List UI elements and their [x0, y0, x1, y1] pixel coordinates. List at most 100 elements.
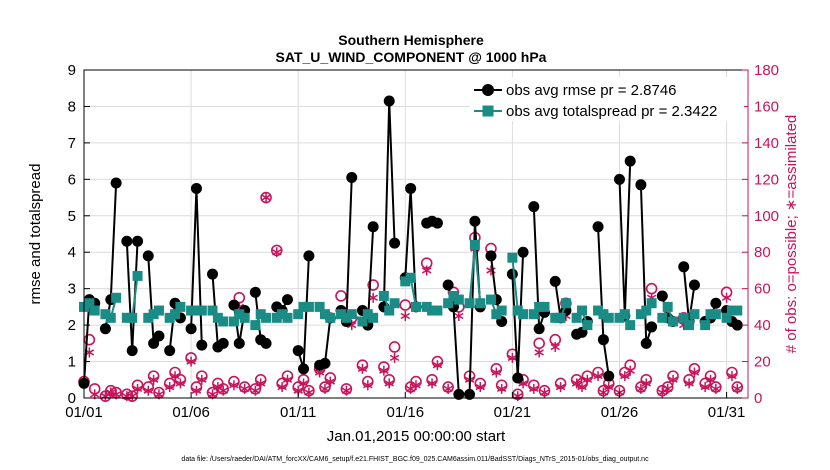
obs-assimilated-point [496, 383, 507, 394]
obs-assimilated-point [191, 385, 202, 396]
spread-point [261, 312, 272, 323]
asterisk-stroke [604, 383, 614, 391]
asterisk-stroke [132, 385, 143, 393]
asterisk-stroke [277, 383, 287, 391]
rmse-point [592, 221, 604, 233]
obs-assimilated-point [400, 311, 411, 321]
rmse-point [110, 177, 122, 189]
obs-assimilated-point [711, 383, 721, 394]
obs-assimilated-point [689, 367, 700, 378]
spread-point [443, 298, 454, 309]
spread-point [378, 290, 389, 301]
rmse-point [207, 268, 219, 280]
asterisk-stroke [539, 389, 550, 396]
obs-possible-point [367, 279, 379, 291]
rmse-point [603, 370, 615, 382]
asterisk-stroke [250, 387, 261, 394]
spread-point [255, 309, 266, 320]
asterisk-stroke [705, 376, 716, 383]
obs-assimilated-point [106, 387, 116, 398]
legend-marker-rmse [482, 84, 494, 96]
x-axis-label: Jan.01,2015 00:00:00 start [327, 428, 506, 445]
rmse-point [126, 345, 138, 357]
asterisk-stroke [229, 382, 239, 389]
obs-possible-point [335, 290, 347, 302]
asterisk-stroke [620, 372, 630, 380]
spread-point [668, 316, 679, 327]
x-tick-label: 01/21 [494, 404, 532, 421]
rmse-point [164, 345, 176, 357]
spread-point [271, 312, 282, 323]
obs-assimilated-point [261, 192, 271, 203]
obs-assimilated-point [550, 341, 560, 352]
rmse-point [190, 182, 202, 194]
spread-point [191, 305, 202, 316]
spread-point [105, 312, 116, 323]
obs-assimilated-point [384, 378, 394, 389]
obs-assimilated-point [170, 371, 180, 382]
obs-assimilated-point [582, 374, 593, 385]
spread-point [593, 305, 604, 316]
rmse-point [688, 279, 700, 291]
obs-assimilated-point [186, 356, 196, 367]
spread-point [143, 312, 154, 323]
rmse-point [635, 179, 647, 191]
obs-assimilated-point [143, 385, 153, 396]
asterisk-stroke [684, 380, 694, 387]
y-tick-label: 1 [68, 354, 76, 371]
rmse-point [281, 294, 293, 306]
spread-point [700, 320, 711, 331]
asterisk-stroke [197, 376, 207, 383]
x-tick-label: 01/16 [387, 404, 425, 421]
spread-point [528, 309, 539, 320]
asterisk-stroke [293, 387, 303, 394]
rmse-point [485, 250, 497, 262]
obs-assimilated-point [357, 363, 368, 374]
asterisk-stroke [106, 389, 116, 396]
rmse-point [303, 250, 315, 262]
y-tick-label: 3 [68, 281, 76, 298]
asterisk-stroke [213, 383, 223, 391]
legend-marker-spread [482, 105, 494, 117]
rmse-point [597, 334, 609, 346]
obs-assimilated-point [277, 382, 287, 393]
spread-point [325, 312, 336, 323]
asterisk-stroke [325, 378, 336, 385]
obs-assimilated-point [662, 383, 673, 394]
spread-point [175, 301, 186, 312]
x-tick-label: 01/11 [280, 404, 316, 421]
asterisk-stroke [272, 249, 282, 256]
spread-point [555, 312, 566, 323]
spread-point [89, 305, 100, 316]
spread-point [400, 276, 411, 287]
asterisk-stroke [368, 294, 378, 301]
spread-point [314, 301, 325, 312]
spread-point [550, 312, 561, 323]
rmse-point [153, 330, 165, 342]
rmse-point [506, 268, 518, 280]
spread-point [534, 301, 545, 312]
asterisk-stroke [711, 385, 721, 393]
spread-point [469, 239, 480, 250]
spread-point [491, 309, 502, 320]
x-tick-label: 01/01 [65, 404, 103, 421]
obs-assimilated-point [304, 387, 314, 398]
asterisk-stroke [298, 380, 309, 387]
x-tick-label: 01/26 [601, 404, 639, 421]
spread-point [389, 298, 400, 309]
spread-point [448, 290, 459, 301]
y-right-tick-label: 40 [754, 317, 771, 334]
rmse-point [228, 299, 240, 311]
spread-point [111, 292, 122, 303]
legend-background [470, 77, 744, 121]
legend: obs avg rmse pr = 2.8746 obs avg totalsp… [470, 77, 744, 121]
rmse-point [656, 290, 668, 302]
rmse-point [710, 297, 722, 309]
rmse-point [260, 337, 272, 349]
y-right-tick-label: 180 [754, 62, 779, 79]
obs-assimilated-point [641, 378, 651, 389]
y-tick-label: 9 [68, 62, 76, 79]
rmse-point [640, 337, 652, 349]
spread-point [411, 301, 421, 312]
obs-assimilated-point [421, 265, 432, 276]
